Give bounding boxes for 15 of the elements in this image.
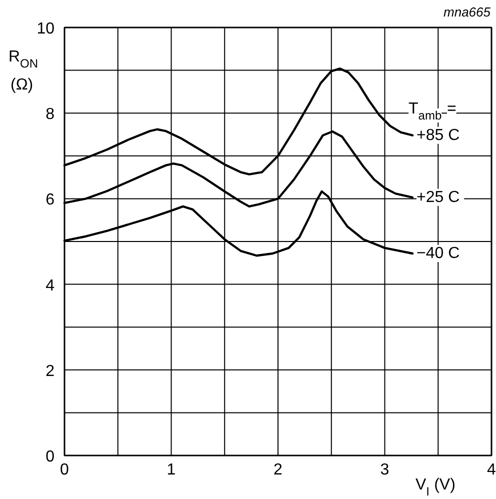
series-label: +85 C (416, 126, 460, 144)
y-tick-label: 0 (46, 448, 55, 466)
y-tick-label: 8 (46, 106, 55, 124)
x-tick-label: 0 (60, 462, 70, 478)
y-tick-label: 6 (46, 192, 55, 209)
x-tick-label: 4 (487, 462, 496, 478)
text: mna665 (444, 4, 492, 20)
y-tick-label: 10 (36, 20, 55, 38)
x-tick-label: 1 (166, 462, 176, 478)
series-label: −40 C (416, 244, 460, 262)
x-tick-label: 2 (274, 462, 283, 478)
series-label: +25 C (416, 188, 460, 206)
y-tick-label: 2 (46, 362, 55, 380)
x-tick-label: 3 (380, 462, 390, 478)
y-tick-label: 4 (46, 277, 55, 294)
